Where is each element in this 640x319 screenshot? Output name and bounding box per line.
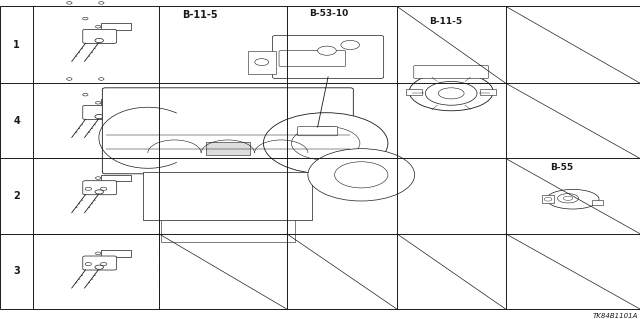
Ellipse shape bbox=[557, 194, 579, 203]
Text: 3: 3 bbox=[13, 266, 20, 276]
Circle shape bbox=[99, 78, 104, 80]
Circle shape bbox=[85, 187, 92, 190]
Bar bbox=[33, 234, 159, 309]
Ellipse shape bbox=[438, 88, 464, 99]
FancyBboxPatch shape bbox=[273, 35, 383, 78]
Text: 1: 1 bbox=[13, 40, 20, 50]
Text: B-11-5: B-11-5 bbox=[182, 11, 218, 20]
Circle shape bbox=[291, 126, 360, 160]
Bar bbox=[406, 89, 422, 95]
Bar bbox=[143, 172, 312, 220]
Text: B-55: B-55 bbox=[550, 163, 573, 172]
Circle shape bbox=[100, 263, 107, 266]
Text: TK84B1101A: TK84B1101A bbox=[593, 313, 638, 319]
Bar bbox=[101, 23, 131, 30]
Circle shape bbox=[95, 265, 104, 269]
Bar bbox=[205, 142, 250, 155]
FancyBboxPatch shape bbox=[298, 127, 337, 136]
Circle shape bbox=[95, 101, 100, 104]
Bar bbox=[33, 159, 159, 234]
Text: 4: 4 bbox=[13, 116, 20, 126]
FancyBboxPatch shape bbox=[83, 181, 116, 195]
Text: B-11-5: B-11-5 bbox=[429, 17, 462, 26]
FancyBboxPatch shape bbox=[83, 105, 116, 119]
Circle shape bbox=[95, 252, 100, 255]
Bar bbox=[248, 51, 276, 73]
FancyBboxPatch shape bbox=[83, 29, 116, 43]
Circle shape bbox=[335, 162, 388, 188]
Circle shape bbox=[85, 263, 92, 266]
Circle shape bbox=[95, 115, 104, 119]
Bar bbox=[101, 99, 131, 106]
Bar bbox=[161, 220, 294, 242]
Circle shape bbox=[317, 46, 336, 55]
Circle shape bbox=[95, 177, 100, 179]
Ellipse shape bbox=[409, 73, 493, 111]
FancyBboxPatch shape bbox=[279, 51, 346, 66]
Circle shape bbox=[99, 2, 104, 4]
Circle shape bbox=[95, 38, 104, 43]
FancyBboxPatch shape bbox=[83, 256, 116, 270]
FancyBboxPatch shape bbox=[102, 88, 353, 174]
Circle shape bbox=[255, 59, 269, 65]
Circle shape bbox=[341, 41, 360, 49]
Circle shape bbox=[264, 113, 388, 174]
Circle shape bbox=[544, 197, 552, 201]
Text: 2: 2 bbox=[13, 191, 20, 201]
Bar bbox=[480, 89, 497, 95]
Ellipse shape bbox=[547, 189, 599, 209]
Ellipse shape bbox=[563, 196, 573, 200]
Bar bbox=[542, 196, 554, 203]
Ellipse shape bbox=[426, 81, 477, 105]
Circle shape bbox=[95, 26, 100, 28]
Circle shape bbox=[67, 2, 72, 4]
Bar bbox=[592, 200, 604, 205]
Circle shape bbox=[67, 78, 72, 80]
Circle shape bbox=[83, 17, 88, 20]
Circle shape bbox=[95, 190, 104, 194]
Bar bbox=[101, 175, 131, 182]
Bar bbox=[101, 250, 131, 257]
Circle shape bbox=[308, 149, 415, 201]
FancyBboxPatch shape bbox=[414, 65, 488, 78]
Text: B-53-10: B-53-10 bbox=[309, 9, 348, 18]
Circle shape bbox=[83, 93, 88, 96]
Circle shape bbox=[100, 187, 107, 190]
